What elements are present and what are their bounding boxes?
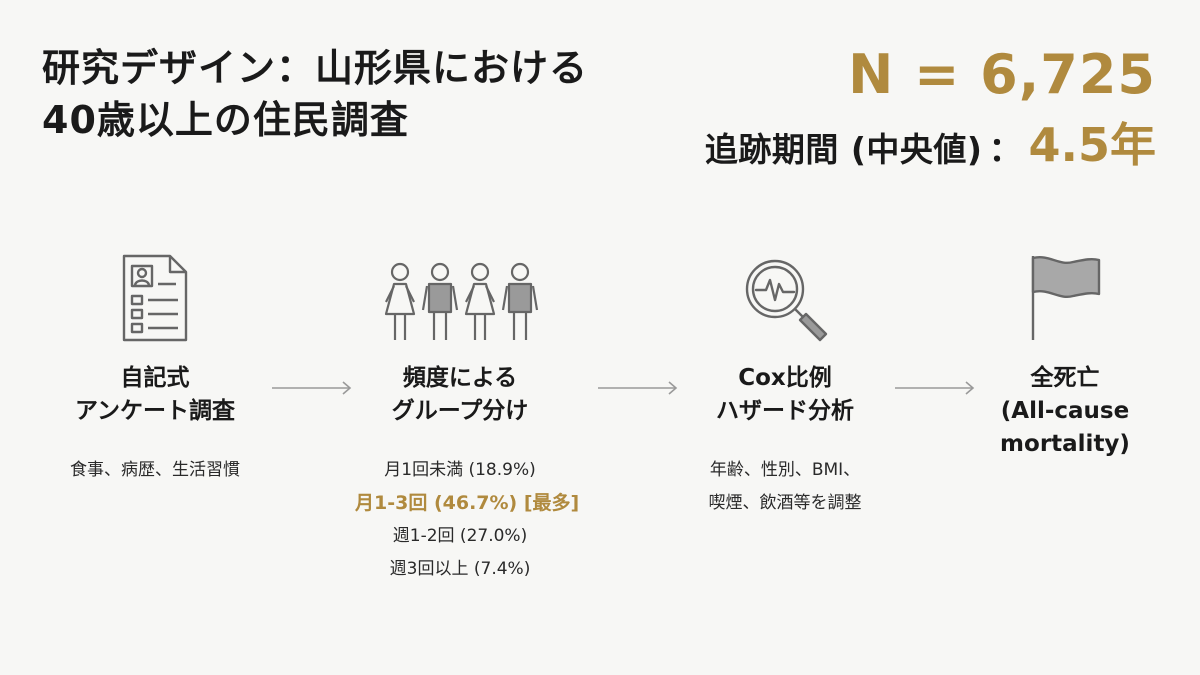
step-heading-line: 全死亡: [1030, 365, 1100, 391]
step-heading-line: アンケート調査: [74, 398, 236, 424]
arrow-right-icon: [598, 380, 678, 399]
step-heading: Cox比例 ハザード分析: [665, 362, 905, 428]
step-description: 年齢、性別、BMI、 喫煙、飲酒等を調整: [665, 454, 905, 520]
frequency-group-highlighted: 月1-3回 (46.7%) [最多]: [355, 492, 580, 514]
description-line: 食事、病歴、生活習慣: [70, 460, 240, 480]
step-questionnaire: 自記式 アンケート調査 食事、病歴、生活習慣: [60, 250, 250, 487]
step-heading-line: (All-cause: [1000, 398, 1130, 424]
people-group-icon: [355, 250, 565, 342]
step-heading-line: 自記式: [120, 365, 190, 391]
frequency-group: 週1-2回 (27.0%): [392, 526, 528, 546]
description-line: 喫煙、飲酒等を調整: [708, 493, 862, 513]
page-title: 研究デザイン：山形県における 40歳以上の住民調査: [42, 42, 662, 146]
study-stats: N = 6,725 追跡期間 (中央値)： 4.5年: [705, 42, 1156, 183]
step-description: 月1回未満 (18.9%) 月1-3回 (46.7%) [最多] 週1-2回 (…: [355, 454, 580, 586]
step-grouping: 頻度による グループ分け 月1回未満 (18.9%) 月1-3回 (46.7%)…: [355, 250, 580, 586]
step-heading: 頻度による グループ分け: [355, 362, 565, 428]
description-line: 年齢、性別、BMI、: [709, 460, 861, 480]
arrow-right-icon: [272, 380, 352, 399]
questionnaire-icon: [60, 250, 250, 342]
step-heading: 自記式 アンケート調査: [60, 362, 250, 428]
step-description: 食事、病歴、生活習慣: [60, 454, 250, 487]
step-heading-line: 頻度による: [402, 365, 518, 391]
step-heading-line: グループ分け: [391, 398, 529, 424]
frequency-group: 月1回未満 (18.9%): [384, 460, 536, 480]
step-heading: 全死亡 (All-cause mortality): [980, 362, 1150, 461]
title-line-1: 研究デザイン：山形県における: [42, 46, 589, 90]
followup-label: 追跡期間 (中央値): [704, 130, 983, 169]
study-flow: 自記式 アンケート調査 食事、病歴、生活習慣: [0, 250, 1200, 630]
followup-separator: ：: [988, 130, 1023, 170]
arrow-right-icon: [895, 380, 975, 399]
step-heading-line: Cox比例: [738, 365, 832, 391]
step-cox-analysis: Cox比例 ハザード分析 年齢、性別、BMI、 喫煙、飲酒等を調整: [665, 250, 905, 520]
title-line-2: 40歳以上の住民調査: [42, 98, 409, 142]
frequency-group: 週3回以上 (7.4%): [389, 559, 531, 579]
step-outcome: 全死亡 (All-cause mortality): [980, 250, 1150, 461]
followup-period: 追跡期間 (中央値)： 4.5年: [705, 118, 1156, 183]
followup-value: 4.5年: [1028, 118, 1157, 172]
step-heading-line: mortality): [1000, 431, 1130, 457]
step-heading-line: ハザード分析: [716, 398, 854, 424]
sample-size: N = 6,725: [848, 43, 1156, 106]
flag-icon: [980, 250, 1150, 342]
magnifier-analysis-icon: [665, 250, 905, 342]
